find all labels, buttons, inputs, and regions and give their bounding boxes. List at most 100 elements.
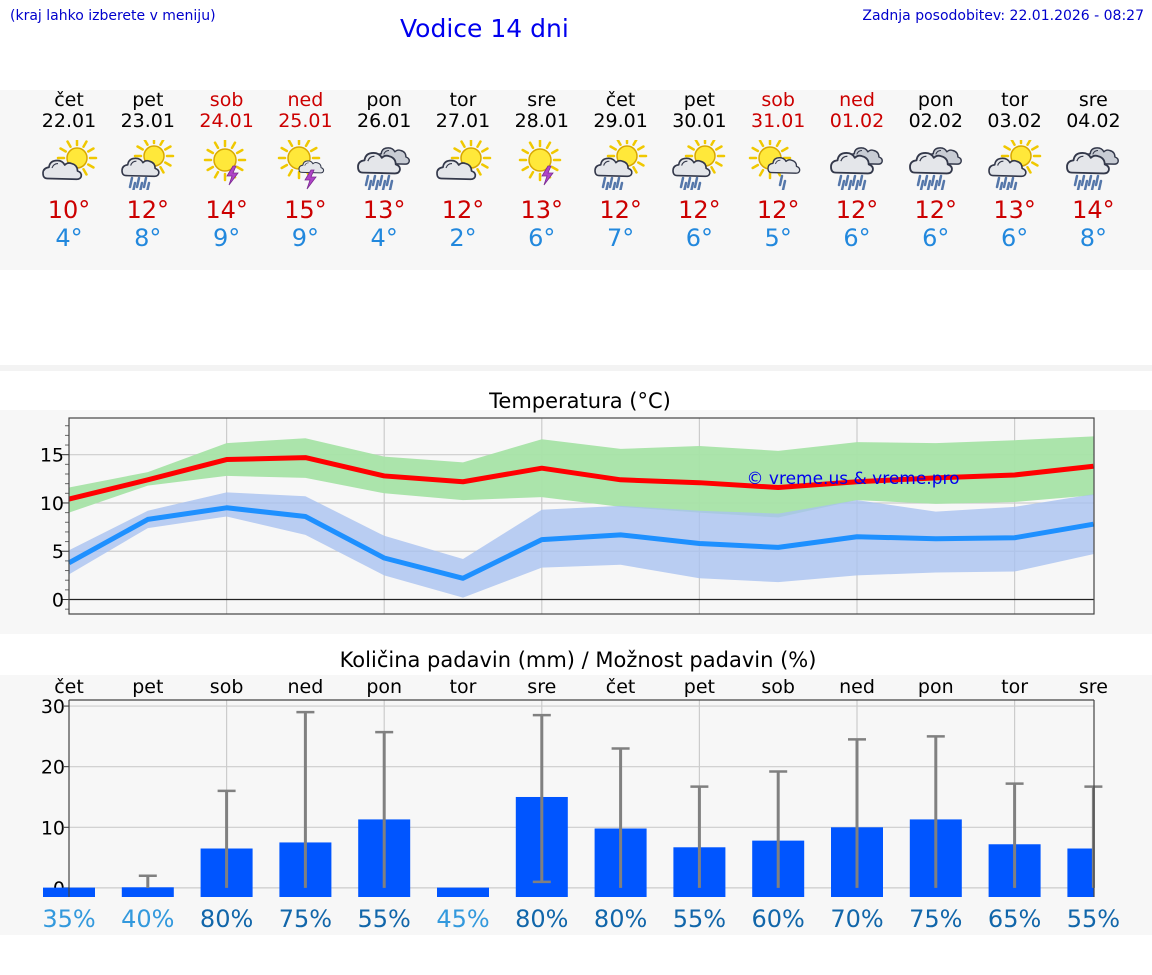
temp-max: 14° (205, 196, 248, 224)
cloud-shape (42, 159, 83, 181)
day-name: pon (917, 89, 954, 111)
sun-light-rain-icon (748, 140, 801, 190)
sun-shape (518, 140, 562, 182)
cloud-shape (1066, 152, 1111, 175)
cloud-shape (298, 160, 325, 174)
last-update: Zadnja posodobitev: 22.01.2026 - 08:27 (862, 8, 1144, 24)
rain-shape (364, 174, 394, 190)
day-name: pet (683, 89, 715, 111)
day-name: pet (132, 89, 164, 111)
cloud-shape (436, 159, 477, 181)
y-tick-label: 15 (40, 445, 64, 467)
sun-thunder-icon (518, 140, 562, 186)
category-label: sob (761, 676, 795, 698)
y-tick-label: 20 (41, 757, 65, 779)
cloud-shape (830, 152, 874, 175)
precipitation-bar (121, 887, 174, 897)
temp-min: 2° (449, 224, 477, 252)
category-label: sre (1079, 676, 1108, 698)
temp-min: 9° (291, 224, 320, 252)
sun-shape (203, 140, 246, 182)
temp-min: 5° (764, 224, 792, 252)
lightning-shape (225, 165, 239, 186)
temp-min: 4° (55, 224, 83, 252)
rain-shape (680, 176, 702, 190)
day-column: pon 02.02 12° 6° (896, 90, 975, 252)
day-column: pon 26.01 13° 4° (345, 90, 424, 252)
day-column: pet 30.01 12° 6° (660, 90, 739, 252)
temp-min: 6° (1000, 224, 1029, 252)
day-date: 03.02 (987, 110, 1042, 132)
cloud-shape (121, 157, 160, 178)
temp-max: 14° (1072, 196, 1115, 224)
day-date: 27.01 (435, 110, 491, 132)
lightning-shape (304, 169, 318, 190)
precipitation-probability: 40% (121, 905, 174, 933)
temp-max: 12° (599, 196, 642, 224)
temp-max: 10° (47, 196, 91, 224)
day-column: tor 03.02 13° 6° (975, 90, 1054, 252)
category-label: ned (839, 676, 875, 698)
day-name: pon (366, 89, 403, 111)
day-column: sob 31.01 12° 5° (739, 90, 818, 252)
day-date: 01.02 (829, 110, 885, 132)
precipitation-probability: 75% (279, 905, 332, 933)
day-name: tor (1001, 89, 1029, 111)
category-label: pet (684, 676, 715, 698)
min-range-band (69, 492, 1094, 598)
day-name: ned (287, 89, 324, 111)
precipitation-probability: 65% (988, 905, 1041, 933)
watermark: © vreme.us & vreme.pro (746, 469, 959, 489)
cloud-shape (593, 157, 633, 178)
temp-max: 15° (284, 196, 327, 224)
sun-cloud-thunder-icon (278, 140, 325, 190)
precipitation-probability: 80% (594, 905, 647, 933)
day-date: 22.01 (41, 110, 97, 132)
plot-frame (68, 417, 1095, 615)
precipitation-probability: 35% (42, 905, 95, 933)
day-date: 02.02 (908, 110, 963, 132)
day-name: sre (1078, 89, 1108, 111)
rain-shape (601, 176, 623, 190)
y-tick-label: 10 (41, 817, 65, 839)
day-date: 25.01 (278, 110, 333, 132)
rain-shape (778, 174, 787, 190)
precipitation-probability: 80% (515, 905, 568, 933)
day-name: čet (54, 89, 84, 111)
category-label: čet (606, 676, 636, 698)
precipitation-probability: 80% (200, 905, 253, 933)
cloud-heavy-rain-icon (908, 147, 962, 190)
day-column: tor 27.01 12° 2° (424, 90, 503, 252)
temp-max: 12° (678, 196, 721, 224)
precipitation-probability: 55% (358, 905, 411, 933)
day-name: sob (209, 89, 244, 111)
day-column: sre 28.01 13° 6° (502, 90, 581, 252)
rain-shape (128, 176, 151, 190)
category-label: sob (210, 676, 244, 698)
cloud-shape (672, 157, 712, 178)
cloud-shape (908, 152, 953, 175)
precipitation-probability: 45% (436, 905, 489, 933)
day-date: 29.01 (593, 110, 648, 132)
day-column: sob 24.01 14° 9° (187, 90, 266, 252)
sun-thunder-icon (203, 140, 246, 186)
precipitation-bar (437, 887, 489, 897)
category-label: tor (450, 676, 477, 698)
temp-min: 4° (370, 224, 398, 252)
category-label: pon (366, 676, 402, 698)
temperature-chart: Temperatura (°C) 0 5 10 15 © vreme.us & vreme… (40, 389, 1095, 615)
category-label: tor (1001, 676, 1028, 698)
temp-min: 7° (606, 224, 635, 252)
day-name: sob (761, 89, 795, 111)
temp-max: 13° (993, 196, 1036, 224)
temp-max: 12° (756, 196, 800, 224)
rain-shape (916, 174, 946, 190)
temp-max: 12° (441, 196, 485, 224)
y-tick-label: 0 (52, 590, 64, 612)
day-name: čet (605, 89, 636, 111)
temp-max: 12° (914, 196, 958, 224)
location-hint: (kraj lahko izberete v meniju) (10, 8, 216, 24)
day-date: 23.01 (120, 110, 175, 132)
min-temperature-line (67, 505, 1094, 581)
category-label: pon (918, 676, 954, 698)
